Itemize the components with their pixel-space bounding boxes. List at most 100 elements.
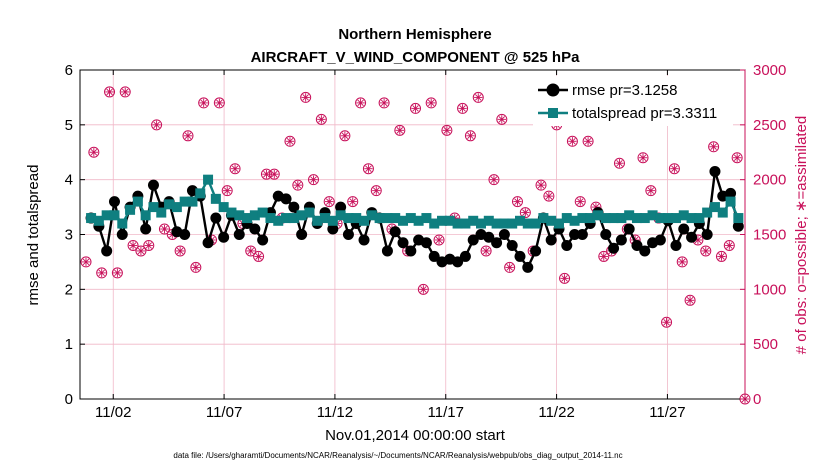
obs-possible-marker: [174, 245, 186, 257]
obs-possible-marker: [708, 141, 720, 153]
obs-marker: [362, 163, 374, 175]
obs-assimilated-stroke: [153, 121, 160, 129]
spread-point: [725, 196, 736, 207]
obs-assimilated-stroke: [561, 275, 568, 282]
y-tick-label: 1: [65, 336, 73, 353]
obs-possible-marker: [582, 135, 594, 147]
obs-marker: [496, 113, 508, 125]
obs-assimilated-stroke: [639, 154, 647, 161]
spread-point: [444, 215, 455, 226]
obs-marker: [574, 196, 586, 208]
obs-assimilated-stroke: [145, 242, 153, 249]
legend-spread-label: totalspread pr=3.3311: [572, 105, 717, 122]
obs-possible-marker: [88, 146, 100, 158]
obs-assimilated-stroke: [98, 269, 105, 277]
spread-point: [608, 213, 619, 224]
obs-possible-marker: [198, 97, 210, 109]
rmse-point: [452, 256, 464, 268]
spread-point: [327, 215, 338, 226]
spread-point: [140, 210, 151, 221]
spread-point: [624, 210, 635, 221]
obs-marker: [158, 223, 170, 235]
spread-point: [249, 210, 260, 221]
rmse-point: [179, 229, 191, 240]
rmse-point: [233, 229, 245, 240]
x-tick-label: 11/02: [95, 404, 131, 421]
obs-possible-marker: [355, 97, 367, 109]
obs-assimilated-stroke: [726, 242, 733, 249]
obs-assimilated-stroke: [498, 116, 506, 123]
rmse-point: [701, 229, 713, 240]
rmse-point: [623, 223, 635, 235]
obs-possible-marker: [543, 190, 555, 202]
obs-possible-marker: [158, 223, 170, 235]
obs-marker: [245, 245, 257, 257]
spread-point: [359, 215, 370, 226]
spread-point: [101, 210, 112, 221]
obs-marker: [417, 283, 429, 295]
obs-marker: [253, 250, 265, 262]
rmse-point: [296, 229, 308, 240]
spread-point: [405, 213, 416, 224]
obs-marker: [213, 97, 225, 109]
spread-point: [195, 188, 206, 199]
obs-assimilated-stroke: [121, 88, 129, 96]
obs-possible-marker: [700, 245, 712, 257]
spread-point: [429, 218, 440, 229]
spread-point: [600, 213, 611, 224]
obs-marker: [559, 272, 571, 284]
obs-marker: [433, 234, 445, 246]
obs-assimilated-stroke: [176, 247, 184, 255]
obs-assimilated-stroke: [200, 99, 207, 107]
obs-marker: [339, 130, 351, 142]
rmse-point: [678, 223, 690, 235]
spread-point: [561, 213, 572, 224]
y-tick-label: 2: [65, 281, 73, 298]
spread-point: [218, 202, 229, 213]
obs-possible-marker: [268, 168, 280, 180]
obs-assimilated-stroke: [396, 127, 404, 134]
obs-marker: [731, 152, 743, 164]
rmse-point: [108, 196, 120, 208]
obs-marker: [519, 207, 531, 219]
obs-possible-marker: [378, 97, 390, 109]
rmse-point: [506, 239, 518, 251]
obs-possible-marker: [213, 97, 225, 109]
y-right-tick-label: 2500: [753, 117, 786, 134]
obs-marker: [441, 124, 453, 136]
obs-possible-marker: [637, 152, 649, 164]
rmse-point: [218, 231, 230, 243]
obs-marker: [96, 267, 108, 279]
obs-marker: [394, 124, 406, 136]
spread-point: [546, 215, 557, 226]
spread-point: [507, 218, 518, 229]
y-tick-label: 5: [65, 117, 73, 134]
spread-point: [109, 210, 120, 221]
y-tick-label: 4: [65, 172, 73, 189]
rmse-point: [397, 237, 409, 249]
obs-assimilated-stroke: [82, 258, 90, 266]
obs-assimilated-stroke: [271, 170, 278, 178]
obs-marker: [284, 135, 296, 147]
rmse-point: [732, 220, 744, 232]
obs-marker: [582, 135, 594, 147]
rmse-point: [335, 201, 347, 213]
spread-point: [281, 213, 292, 224]
obs-possible-marker: [731, 152, 743, 164]
obs-assimilated-stroke: [694, 236, 702, 244]
spread-point: [351, 213, 362, 224]
rmse-point: [288, 201, 300, 213]
rmse-point: [257, 234, 269, 246]
spread-point: [491, 218, 502, 229]
obs-possible-marker: [315, 113, 327, 125]
rmse-point: [358, 234, 370, 246]
rmse-point: [491, 237, 503, 249]
obs-marker: [370, 185, 382, 197]
obs-assimilated-stroke: [90, 148, 98, 156]
spread-point: [569, 215, 580, 226]
obs-marker: [260, 168, 272, 180]
spread-point: [273, 215, 284, 226]
rmse-point: [522, 261, 534, 273]
y-right-tick-label: 3000: [753, 62, 786, 79]
obs-marker: [511, 196, 523, 208]
